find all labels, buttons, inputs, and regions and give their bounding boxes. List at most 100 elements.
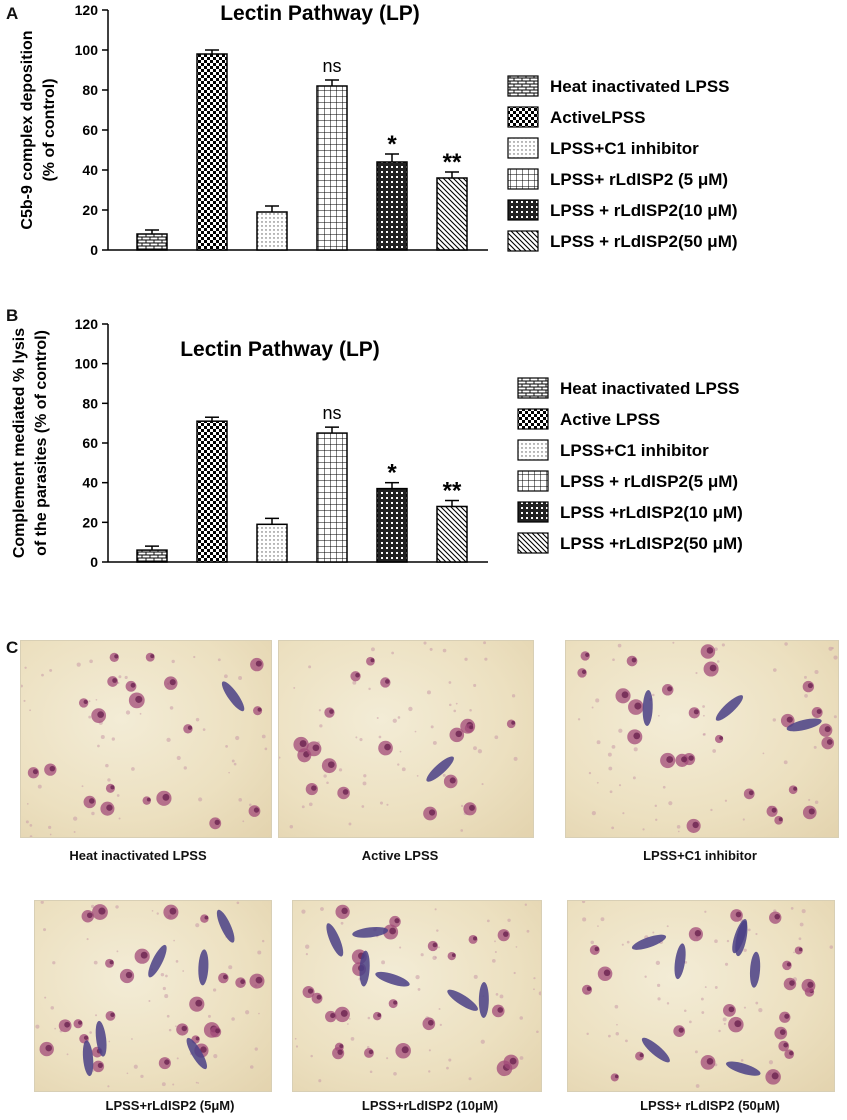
micrograph-image: [294, 903, 541, 1083]
debris: [151, 910, 154, 912]
panel-letter-c: C: [6, 638, 19, 657]
debris: [480, 1039, 485, 1044]
debris: [469, 708, 472, 712]
debris: [633, 747, 638, 752]
nucleus: [341, 907, 348, 915]
legend-label: LPSS + rLdISP2(50 μM): [550, 232, 738, 251]
debris: [460, 829, 464, 832]
legend-label: Heat inactivated LPSS: [560, 379, 740, 398]
nucleus: [783, 1042, 789, 1048]
debris: [426, 690, 431, 695]
nucleus: [329, 709, 334, 714]
nucleus: [678, 1027, 684, 1033]
debris: [115, 905, 119, 909]
debris: [714, 986, 718, 989]
nucleus: [377, 1013, 382, 1018]
nucleus: [339, 1044, 344, 1049]
nucleus: [428, 809, 436, 816]
debris: [340, 921, 344, 925]
debris: [724, 962, 729, 966]
debris: [519, 1056, 524, 1060]
nucleus: [666, 756, 674, 763]
debris: [89, 659, 93, 664]
debris: [656, 983, 661, 988]
debris: [695, 671, 698, 675]
debris: [175, 960, 179, 963]
debris: [242, 820, 245, 823]
nucleus: [187, 725, 193, 730]
y-tick-label: 40: [82, 162, 98, 178]
debris: [446, 1066, 449, 1070]
legend-label: LPSS+C1 inhibitor: [560, 441, 709, 460]
debris: [590, 940, 594, 945]
debris: [86, 938, 89, 941]
legend-swatch: [507, 75, 539, 97]
debris: [408, 706, 413, 712]
debris: [743, 948, 747, 952]
parasite: [447, 989, 478, 1011]
legend-label: LPSS + rLdISP2(10 μM): [550, 201, 738, 220]
nucleus: [621, 691, 629, 699]
y-tick-label: 0: [90, 554, 98, 570]
debris: [393, 1071, 397, 1076]
nucleus: [826, 739, 833, 745]
legend-label: Heat inactivated LPSS: [550, 77, 730, 96]
debris: [257, 950, 262, 955]
debris: [133, 1064, 138, 1069]
nucleus: [586, 986, 592, 992]
debris: [703, 733, 706, 736]
debris: [294, 1037, 297, 1040]
nucleus: [631, 657, 637, 663]
debris: [289, 825, 294, 829]
debris: [695, 1084, 700, 1088]
caption-rldisp2-50um: LPSS+ rLdISP2 (50μM): [640, 1098, 780, 1113]
nucleus: [394, 918, 400, 924]
debris: [399, 750, 402, 753]
nucleus: [497, 1007, 504, 1013]
debris: [161, 1082, 166, 1087]
debris: [468, 1077, 472, 1081]
debris: [125, 710, 131, 715]
debris: [238, 676, 243, 680]
debris: [611, 826, 615, 830]
nucleus: [97, 711, 104, 718]
debris: [391, 651, 394, 655]
debris: [308, 665, 312, 669]
debris: [430, 725, 434, 729]
debris: [609, 790, 613, 794]
debris: [95, 1014, 98, 1017]
debris: [621, 943, 624, 946]
parasite: [786, 718, 822, 732]
bar: [136, 549, 168, 563]
debris: [742, 818, 745, 821]
debris: [453, 709, 457, 713]
nucleus: [748, 790, 754, 796]
debris: [710, 808, 713, 812]
debris: [484, 657, 488, 661]
nucleus: [181, 1025, 188, 1032]
nucleus: [110, 785, 115, 790]
nucleus: [473, 936, 478, 941]
debris: [164, 994, 169, 999]
debris: [261, 734, 266, 739]
debris: [350, 1037, 355, 1041]
nucleus: [195, 1036, 200, 1041]
nucleus: [215, 1028, 221, 1034]
nucleus: [771, 1072, 779, 1080]
legend-swatch: [517, 501, 549, 523]
debris: [25, 820, 29, 824]
panel-letter-a: A: [6, 4, 19, 23]
debris: [460, 804, 464, 808]
debris: [448, 1058, 452, 1062]
nucleus: [140, 951, 148, 959]
nucleus: [98, 907, 106, 915]
debris: [833, 655, 838, 660]
parasite: [82, 1040, 94, 1077]
nucleus: [789, 980, 795, 986]
debris: [54, 1027, 57, 1030]
debris: [833, 715, 837, 719]
debris: [261, 939, 265, 943]
debris: [703, 714, 705, 717]
debris: [376, 717, 379, 720]
debris: [348, 822, 352, 826]
